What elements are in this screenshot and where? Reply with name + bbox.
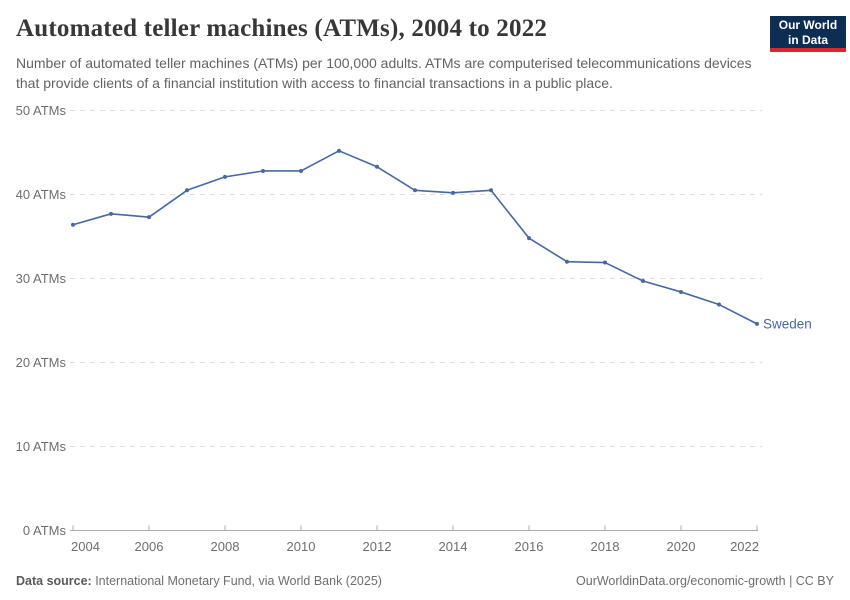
data-point: [603, 260, 607, 265]
x-tick-label: 2006: [135, 539, 164, 554]
data-point: [299, 168, 303, 173]
owid-link[interactable]: OurWorldinData.org/economic-growth | CC …: [576, 574, 834, 588]
series-entity-label: Sweden: [763, 316, 812, 331]
data-point: [261, 168, 265, 173]
owid-logo-text: Our World in Data: [770, 16, 846, 48]
x-tick-label: 2018: [591, 539, 620, 554]
chart-header: Automated teller machines (ATMs), 2004 t…: [16, 14, 834, 93]
series-line: [72, 150, 758, 325]
y-tick-label: 50 ATMs: [16, 103, 67, 118]
y-tick-label: 30 ATMs: [16, 271, 67, 286]
x-tick-label: 2022: [730, 539, 759, 554]
x-tick-label: 2012: [363, 539, 392, 554]
data-point: [147, 215, 151, 220]
data-point: [223, 174, 227, 179]
x-tick-label: 2016: [515, 539, 544, 554]
y-tick-label: 40 ATMs: [16, 187, 67, 202]
data-point: [185, 188, 189, 193]
data-point: [71, 222, 75, 227]
data-point: [337, 148, 341, 153]
data-source-text: International Monetary Fund, via World B…: [91, 574, 382, 588]
x-tick-label: 2014: [439, 539, 468, 554]
page-title: Automated teller machines (ATMs), 2004 t…: [16, 15, 548, 42]
data-point: [527, 236, 531, 241]
y-tick-label: 20 ATMs: [16, 355, 67, 370]
data-point: [641, 279, 645, 284]
data-source-label: Data source:: [16, 574, 92, 588]
x-tick-label: 2020: [667, 539, 696, 554]
owid-logo[interactable]: Our World in Data: [770, 16, 846, 52]
owid-logo-line1: Our World: [778, 18, 838, 32]
x-tick-label: 2010: [287, 539, 316, 554]
data-point: [451, 190, 455, 195]
data-point: [413, 188, 417, 193]
x-tick-label: 2008: [211, 539, 240, 554]
x-tick-label: 2004: [71, 539, 100, 554]
data-point: [565, 259, 569, 264]
data-point: [109, 211, 113, 216]
y-tick-label: 0 ATMs: [23, 523, 67, 538]
data-point: [717, 302, 721, 307]
data-point: [755, 321, 759, 326]
chart-footer: Data source: International Monetary Fund…: [16, 574, 834, 588]
chart-subtitle: Number of automated teller machines (ATM…: [16, 55, 752, 91]
data-point: [489, 188, 493, 193]
data-point: [679, 289, 683, 294]
owid-logo-accent-bar: [770, 48, 846, 52]
y-tick-label: 10 ATMs: [16, 439, 67, 454]
line-chart: 0 ATMs 10 ATMs 20 ATMs 30 ATMs 40 ATMs 50 ATM…: [16, 103, 812, 554]
data-source-note: Data source: International Monetary Fund…: [16, 574, 382, 588]
owid-logo-line2: in Data: [787, 33, 828, 47]
data-point: [375, 164, 379, 169]
